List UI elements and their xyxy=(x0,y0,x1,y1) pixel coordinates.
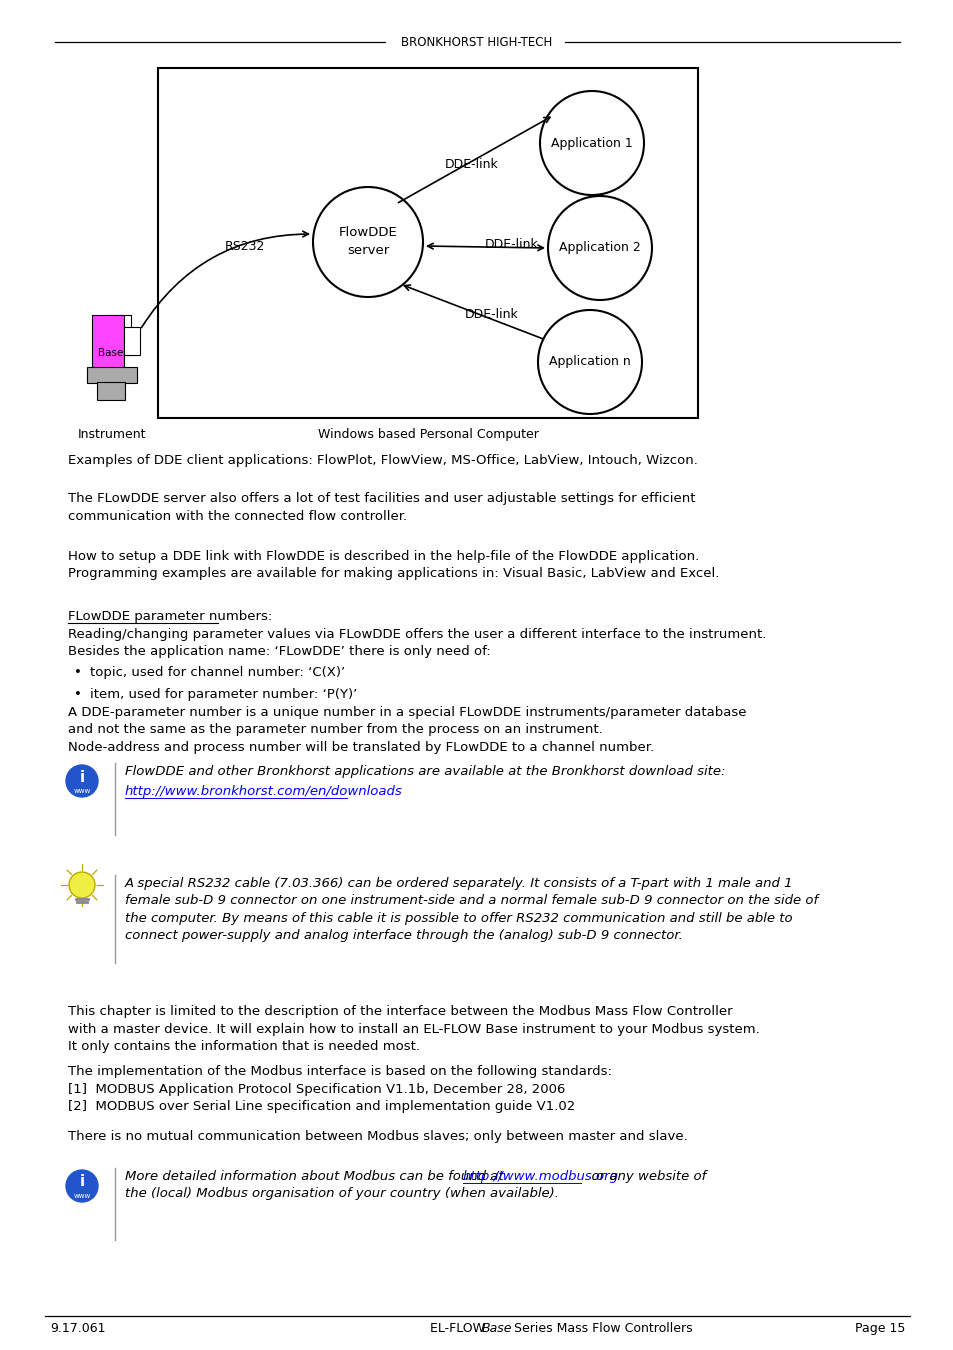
Bar xyxy=(124,327,140,355)
Text: or any website of: or any website of xyxy=(582,1170,705,1183)
Circle shape xyxy=(313,188,422,297)
Text: The FLowDDE server also offers a lot of test facilities and user adjustable sett: The FLowDDE server also offers a lot of … xyxy=(68,491,695,505)
Circle shape xyxy=(66,765,98,796)
Text: EL-FLOW: EL-FLOW xyxy=(430,1322,489,1335)
Text: A special RS232 cable (7.03.366) can be ordered separately. It consists of a T-p: A special RS232 cable (7.03.366) can be … xyxy=(125,878,793,890)
Text: A DDE-parameter number is a unique number in a special FLowDDE instruments/param: A DDE-parameter number is a unique numbe… xyxy=(68,706,745,720)
Text: FlowDDE: FlowDDE xyxy=(338,227,397,239)
Text: the (local) Modbus organisation of your country (when available).: the (local) Modbus organisation of your … xyxy=(125,1188,558,1200)
Text: server: server xyxy=(347,244,389,258)
Text: Application n: Application n xyxy=(549,355,630,369)
Text: with a master device. It will explain how to install an EL-FLOW Base instrument : with a master device. It will explain ho… xyxy=(68,1022,759,1035)
Text: and not the same as the parameter number from the process on an instrument.: and not the same as the parameter number… xyxy=(68,724,602,737)
Circle shape xyxy=(66,1170,98,1202)
Bar xyxy=(87,367,137,383)
Text: DDE-link: DDE-link xyxy=(465,308,518,321)
Text: i: i xyxy=(79,769,85,784)
Text: •: • xyxy=(74,666,82,679)
Bar xyxy=(91,315,124,369)
Text: i: i xyxy=(79,1174,85,1189)
Text: DDE-link: DDE-link xyxy=(485,238,538,251)
Text: http://www.bronkhorst.com/en/downloads: http://www.bronkhorst.com/en/downloads xyxy=(125,784,402,798)
Text: Programming examples are available for making applications in: Visual Basic, Lab: Programming examples are available for m… xyxy=(68,567,719,580)
Text: This chapter is limited to the description of the interface between the Modbus M: This chapter is limited to the descripti… xyxy=(68,1004,732,1018)
Text: Instrument: Instrument xyxy=(77,428,146,441)
Text: Application 1: Application 1 xyxy=(551,136,632,150)
Text: It only contains the information that is needed most.: It only contains the information that is… xyxy=(68,1040,419,1053)
Text: item, used for parameter number: ‘P(Y)’: item, used for parameter number: ‘P(Y)’ xyxy=(90,688,356,701)
Circle shape xyxy=(547,196,651,300)
Text: Besides the application name: ‘FLowDDE’ there is only need of:: Besides the application name: ‘FLowDDE’ … xyxy=(68,645,490,659)
Text: the computer. By means of this cable it is possible to offer RS232 communication: the computer. By means of this cable it … xyxy=(125,913,792,925)
Text: communication with the connected flow controller.: communication with the connected flow co… xyxy=(68,509,407,522)
Text: Application 2: Application 2 xyxy=(558,242,640,255)
Text: Series Mass Flow Controllers: Series Mass Flow Controllers xyxy=(510,1322,692,1335)
Text: [2]  MODBUS over Serial Line specification and implementation guide V1.02: [2] MODBUS over Serial Line specificatio… xyxy=(68,1100,575,1112)
Bar xyxy=(109,315,131,355)
Text: Examples of DDE client applications: FlowPlot, FlowView, MS-Office, LabView, Int: Examples of DDE client applications: Flo… xyxy=(68,454,698,467)
Text: There is no mutual communication between Modbus slaves; only between master and : There is no mutual communication between… xyxy=(68,1130,687,1143)
Text: Windows based Personal Computer: Windows based Personal Computer xyxy=(317,428,537,441)
Circle shape xyxy=(537,310,641,414)
Text: [1]  MODBUS Application Protocol Specification V1.1b, December 28, 2006: [1] MODBUS Application Protocol Specific… xyxy=(68,1083,565,1095)
Text: RS232: RS232 xyxy=(225,240,265,252)
Text: FlowDDE and other Bronkhorst applications are available at the Bronkhorst downlo: FlowDDE and other Bronkhorst application… xyxy=(125,765,724,778)
Text: Node-address and process number will be translated by FLowDDE to a channel numbe: Node-address and process number will be … xyxy=(68,741,654,755)
Text: 9.17.061: 9.17.061 xyxy=(50,1322,106,1335)
Text: How to setup a DDE link with FlowDDE is described in the help-file of the FlowDD: How to setup a DDE link with FlowDDE is … xyxy=(68,549,699,563)
Circle shape xyxy=(69,872,95,898)
Circle shape xyxy=(539,90,643,194)
Bar xyxy=(97,382,125,400)
Text: Page 15: Page 15 xyxy=(854,1322,904,1335)
Text: Reading/changing parameter values via FLowDDE offers the user a different interf: Reading/changing parameter values via FL… xyxy=(68,628,765,641)
Text: •: • xyxy=(74,688,82,701)
Text: FLowDDE parameter numbers:: FLowDDE parameter numbers: xyxy=(68,610,272,622)
Text: topic, used for channel number: ‘C(X)’: topic, used for channel number: ‘C(X)’ xyxy=(90,666,345,679)
Text: BRONKHORST HIGH-TECH: BRONKHORST HIGH-TECH xyxy=(401,35,552,49)
Text: More detailed information about Modbus can be found at: More detailed information about Modbus c… xyxy=(125,1170,507,1183)
Text: www: www xyxy=(73,788,91,794)
Text: Base: Base xyxy=(481,1322,512,1335)
Text: female sub-D 9 connector on one instrument-side and a normal female sub-D 9 conn: female sub-D 9 connector on one instrume… xyxy=(125,895,818,907)
Text: www: www xyxy=(73,1193,91,1199)
Text: DDE-link: DDE-link xyxy=(445,158,498,171)
Bar xyxy=(158,68,698,418)
Text: Base: Base xyxy=(98,348,123,358)
Text: connect power-supply and analog interface through the (analog) sub-D 9 connector: connect power-supply and analog interfac… xyxy=(125,930,682,942)
Text: The implementation of the Modbus interface is based on the following standards:: The implementation of the Modbus interfa… xyxy=(68,1065,611,1079)
Text: http://www.modbus.org: http://www.modbus.org xyxy=(462,1170,618,1183)
